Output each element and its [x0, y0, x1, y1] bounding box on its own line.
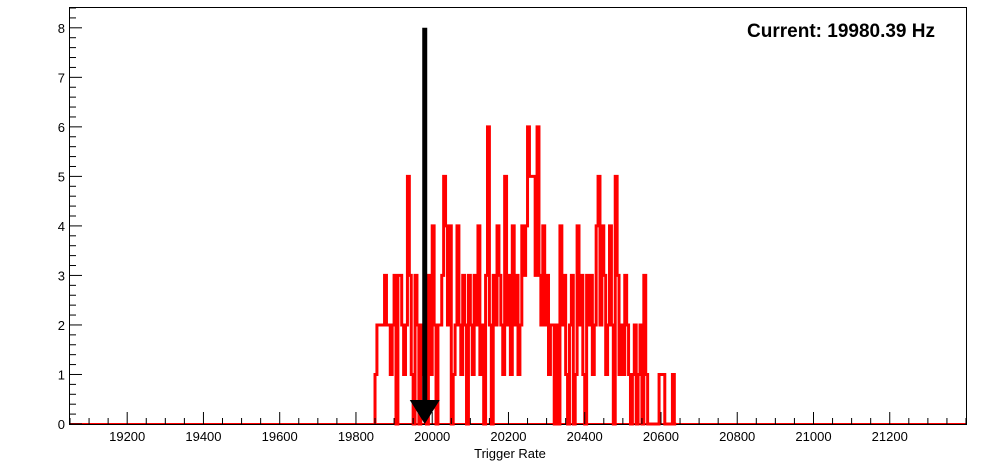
y-tick-label: 0 [58, 417, 65, 432]
current-rate-arrow [409, 27, 440, 424]
x-tick-label: 21200 [872, 429, 908, 444]
y-tick-label: 5 [58, 169, 65, 184]
y-tick-label: 6 [58, 120, 65, 135]
plot-frame [69, 7, 967, 425]
x-axis: 19200 19400 19600 19800 20000 20200 20400 20600… [69, 412, 967, 444]
x-tick-label: 19600 [262, 429, 298, 444]
x-tick-label: 19800 [338, 429, 374, 444]
x-tick-label: 19400 [185, 429, 221, 444]
current-rate-label: Current: 19980.39 Hz [747, 21, 935, 42]
x-tick-label: 20400 [567, 429, 603, 444]
x-tick-label: 21000 [795, 429, 831, 444]
arrow-head [409, 400, 440, 424]
y-tick-label: 3 [58, 268, 65, 283]
x-tick-label: 20000 [414, 429, 450, 444]
y-tick-label: 7 [58, 70, 65, 85]
x-tick-label: 20600 [643, 429, 679, 444]
x-tick-label: 20800 [719, 429, 755, 444]
x-tick-label: 20200 [490, 429, 526, 444]
y-axis: 0 1 2 3 4 5 6 7 8 [58, 7, 82, 432]
y-tick-label: 4 [58, 219, 65, 234]
y-tick-label: 2 [58, 318, 65, 333]
x-tick-label: 19200 [109, 429, 145, 444]
y-tick-label: 1 [58, 367, 65, 382]
x-axis-title: Trigger Rate [474, 446, 546, 461]
y-tick-label: 8 [58, 21, 65, 36]
